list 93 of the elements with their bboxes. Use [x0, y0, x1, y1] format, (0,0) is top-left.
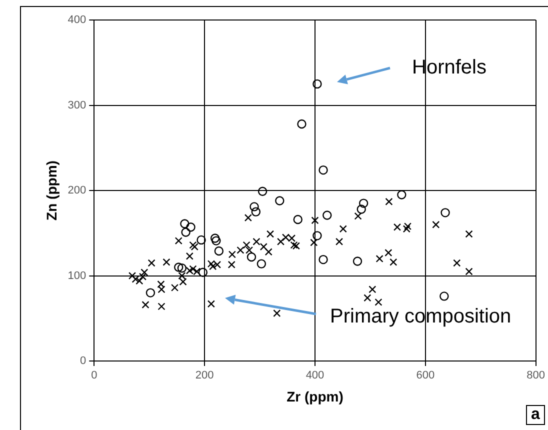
point [276, 238, 285, 246]
point [440, 208, 450, 218]
point [393, 223, 402, 231]
point [162, 258, 170, 266]
point [384, 248, 392, 257]
point [138, 272, 147, 280]
point [374, 298, 382, 306]
point [198, 268, 208, 277]
text: a [526, 405, 545, 425]
point [228, 260, 236, 268]
point [186, 222, 196, 232]
point [244, 214, 252, 222]
point [252, 238, 260, 246]
x-tick-label: 200 [195, 370, 214, 382]
point [352, 256, 362, 266]
point [186, 266, 194, 274]
point [190, 242, 198, 251]
point [275, 196, 284, 206]
y-tick-label: 200 [68, 184, 86, 197]
point [246, 252, 256, 262]
point [297, 119, 306, 129]
y-tick-label: 300 [68, 99, 86, 112]
point [146, 288, 156, 298]
point [140, 268, 148, 276]
point [209, 262, 217, 270]
point [402, 225, 410, 233]
point [174, 262, 184, 272]
point [339, 225, 347, 233]
point [336, 238, 344, 246]
point [356, 204, 366, 214]
point [390, 258, 398, 266]
point [364, 294, 372, 302]
point [354, 212, 362, 220]
point [214, 246, 224, 256]
x-axis-title: Zr (ppm) [286, 388, 344, 404]
point [210, 234, 220, 243]
point [189, 265, 197, 273]
point [293, 214, 302, 224]
point [236, 246, 244, 254]
point [136, 277, 144, 285]
y-tick-label: 100 [68, 270, 86, 282]
point [128, 272, 136, 280]
point [196, 235, 206, 245]
point [181, 228, 190, 237]
point [440, 292, 449, 301]
point [453, 259, 461, 267]
point [186, 252, 194, 260]
point [368, 286, 376, 294]
point [142, 300, 150, 309]
point [213, 260, 222, 268]
point [228, 250, 236, 258]
x-tick-label: 800 [526, 370, 546, 382]
point [193, 268, 201, 276]
x-tick-label: 0 [91, 370, 98, 382]
y-tick-label: 400 [68, 14, 86, 26]
point [358, 198, 368, 208]
x-tick-label: 600 [416, 370, 435, 382]
point [311, 216, 319, 224]
point [158, 302, 166, 310]
point [465, 268, 473, 276]
point [189, 241, 197, 249]
point [312, 79, 322, 89]
point [282, 234, 290, 242]
point [318, 254, 328, 264]
point [260, 242, 268, 251]
point [376, 254, 384, 262]
point [264, 248, 272, 256]
point [256, 259, 266, 268]
point [212, 236, 221, 246]
point [273, 309, 281, 318]
point [312, 231, 322, 240]
point [180, 219, 190, 228]
point [148, 259, 156, 267]
point [397, 190, 406, 200]
point [465, 230, 473, 238]
point [177, 263, 187, 273]
point [404, 222, 412, 230]
point [250, 202, 259, 212]
point [251, 207, 261, 216]
point [432, 220, 440, 228]
point [207, 260, 215, 268]
point [170, 284, 179, 292]
y-axis-title: Zn (ppm) [43, 160, 60, 220]
point [258, 186, 268, 196]
point [310, 238, 318, 246]
point [322, 210, 332, 220]
point [318, 165, 328, 175]
point [174, 237, 182, 245]
point [207, 300, 215, 308]
point [266, 230, 274, 238]
x-tick-label: 400 [306, 370, 324, 382]
point [385, 198, 393, 206]
y-tick-label: 0 [80, 355, 86, 368]
